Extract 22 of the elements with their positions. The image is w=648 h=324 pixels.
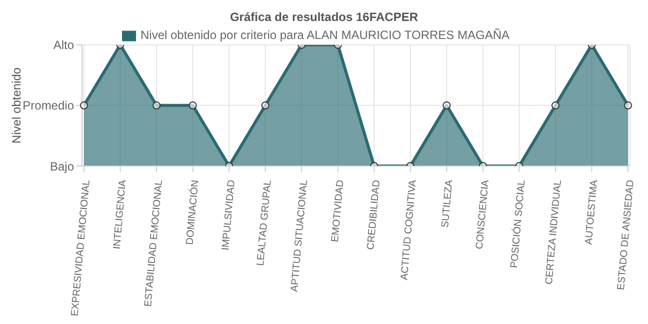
x-tick-label: CERTEZA INDIVIDUAL <box>544 179 564 285</box>
x-tick-label: APTITUD SITUACIONAL <box>289 179 310 292</box>
x-tick-label: EXPRESIVIDAD EMOCIONAL <box>70 179 93 317</box>
category-label: Bajo <box>50 159 74 174</box>
x-tick-label: IMPULSIVIDAD <box>220 180 238 251</box>
category-label: Promedio <box>22 98 74 113</box>
category-label: Alto <box>53 38 74 52</box>
x-tick-label: DOMINACIÓN <box>184 179 202 246</box>
x-tick-label: POSICIÓN SOCIAL <box>508 179 528 269</box>
legend-label: Nivel obtenido por criterio para ALAN MAURICIO TORRES MAGAÑA <box>140 28 510 42</box>
x-tick-label: SUTILEZA <box>440 179 456 228</box>
x-tick-label: CREDIBILIDAD <box>366 180 383 250</box>
x-tick-label: ESTADO DE ANSIEDAD <box>616 180 636 290</box>
x-tick-label: ACTITUD COGNITIVA <box>399 179 419 280</box>
x-tick-label: ESTABILIDAD EMOCIONAL <box>142 179 166 308</box>
x-tick-label: LEALTAD GRUPAL <box>255 179 274 266</box>
x-tick-label: AUTOESTIMA <box>584 179 600 246</box>
x-tick-label: EMOTIVIDAD <box>330 180 346 242</box>
x-tick-label: CONSCIENCIA <box>474 179 492 250</box>
x-tick-label: INTELIGENCIA <box>112 179 129 250</box>
y-axis-title: Nivel obtenido <box>9 67 24 144</box>
chart-title: Gráfica de resultados 16FACPER <box>228 9 420 26</box>
